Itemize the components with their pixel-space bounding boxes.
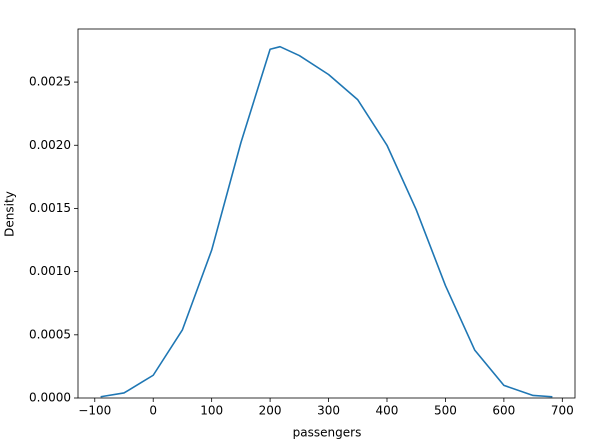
x-tick-label: 500 xyxy=(434,404,457,418)
x-tick-label: 300 xyxy=(317,404,340,418)
x-tick-label: 0 xyxy=(149,404,157,418)
y-tick-label: 0.0005 xyxy=(29,327,71,341)
x-tick-label: 400 xyxy=(376,404,399,418)
x-axis-label: passengers xyxy=(293,426,362,440)
x-tick-label: −100 xyxy=(78,404,111,418)
line xyxy=(100,45,553,398)
y-axis-label: Density xyxy=(3,191,17,237)
x-tick-label: 600 xyxy=(492,404,515,418)
y-tick-label: 0.0020 xyxy=(29,138,71,152)
x-tick-label: 700 xyxy=(551,404,574,418)
y-tick-label: 0.0010 xyxy=(29,264,71,278)
y-tick-label: 0.0000 xyxy=(29,391,71,405)
plot-frame xyxy=(77,28,576,399)
x-tick-label: 200 xyxy=(259,404,282,418)
y-tick-label: 0.0025 xyxy=(29,75,71,89)
x-tick-label: 100 xyxy=(200,404,223,418)
y-tick-label: 0.0015 xyxy=(29,201,71,215)
